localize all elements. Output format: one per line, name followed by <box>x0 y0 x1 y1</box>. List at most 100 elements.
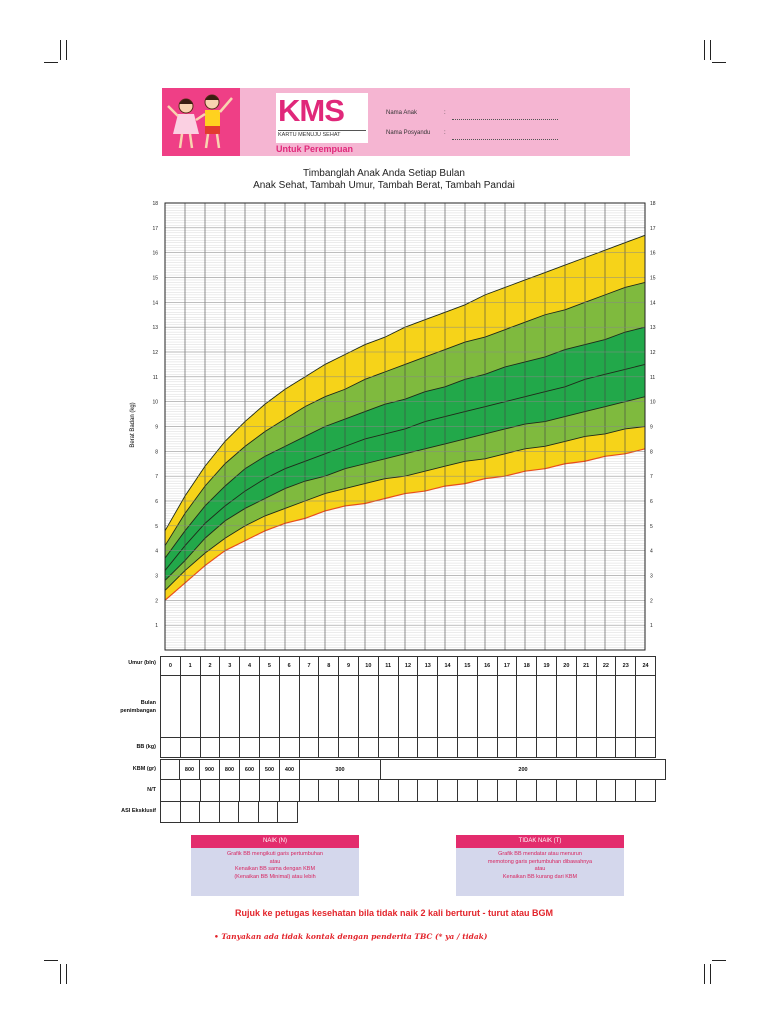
nt-cell[interactable] <box>536 779 557 802</box>
y-tick-label-right: 4 <box>650 549 653 555</box>
bb-cell[interactable] <box>456 737 478 758</box>
nt-cell[interactable] <box>417 779 439 802</box>
bb-cell[interactable] <box>437 737 458 758</box>
nama-anak-field[interactable] <box>452 119 558 120</box>
bulan-cell[interactable] <box>417 675 439 738</box>
bb-cell[interactable] <box>357 737 379 758</box>
nt-cell[interactable] <box>555 779 577 802</box>
bulan-cell[interactable] <box>179 675 201 738</box>
y-axis-label: Berat Badan (kg) <box>130 402 136 447</box>
nt-cell[interactable] <box>278 779 300 802</box>
asi-table <box>160 801 298 823</box>
y-tick-label-right: 8 <box>650 449 653 455</box>
bulan-cell[interactable] <box>278 675 300 738</box>
nt-cell[interactable] <box>615 779 637 802</box>
bb-cell[interactable] <box>536 737 557 758</box>
bulan-cell[interactable] <box>476 675 498 738</box>
asi-cell[interactable] <box>160 801 181 823</box>
bb-cell[interactable] <box>318 737 340 758</box>
bulan-cell[interactable] <box>377 675 399 738</box>
nama-posyandu-field[interactable] <box>452 139 558 140</box>
bulan-cell[interactable] <box>298 675 320 738</box>
nt-cell[interactable] <box>595 779 617 802</box>
bulan-cell[interactable] <box>397 675 419 738</box>
nt-cell[interactable] <box>258 779 280 802</box>
chart-title-line1: Timbanglah Anak Anda Setiap Bulan <box>303 168 465 179</box>
bb-cell[interactable] <box>595 737 617 758</box>
nt-cell[interactable] <box>318 779 340 802</box>
bulan-cell[interactable] <box>160 675 181 738</box>
y-tick-label-left: 4 <box>155 549 158 555</box>
nt-cell[interactable] <box>516 779 538 802</box>
bb-cell[interactable] <box>377 737 399 758</box>
nt-cell[interactable] <box>397 779 419 802</box>
bulan-cell[interactable] <box>456 675 478 738</box>
bulan-cell[interactable] <box>635 675 656 738</box>
crop-mark <box>710 964 711 984</box>
nt-cell[interactable] <box>575 779 597 802</box>
bulan-cell[interactable] <box>555 675 577 738</box>
bb-cell[interactable] <box>635 737 656 758</box>
bb-cell[interactable] <box>258 737 280 758</box>
nt-cell[interactable] <box>635 779 656 802</box>
bb-cell[interactable] <box>397 737 419 758</box>
bulan-cell[interactable] <box>516 675 538 738</box>
bb-cell[interactable] <box>417 737 439 758</box>
bb-cell[interactable] <box>239 737 260 758</box>
bulan-cell[interactable] <box>258 675 280 738</box>
nt-cell[interactable] <box>437 779 458 802</box>
umur-cell: 10 <box>357 656 379 676</box>
asi-cell[interactable] <box>218 801 240 823</box>
bb-cell[interactable] <box>615 737 637 758</box>
bulan-cell[interactable] <box>219 675 241 738</box>
bulan-cell[interactable] <box>357 675 379 738</box>
asi-cell[interactable] <box>238 801 259 823</box>
nt-cell[interactable] <box>219 779 241 802</box>
asi-cell[interactable] <box>277 801 298 823</box>
bb-cell[interactable] <box>575 737 597 758</box>
asi-cell[interactable] <box>179 801 201 823</box>
bulan-cell[interactable] <box>595 675 617 738</box>
bb-cell[interactable] <box>516 737 538 758</box>
bb-cell[interactable] <box>338 737 359 758</box>
nt-cell[interactable] <box>357 779 379 802</box>
bb-cell[interactable] <box>555 737 577 758</box>
bulan-cell[interactable] <box>318 675 340 738</box>
y-tick-label-left: 18 <box>152 201 158 207</box>
bb-cell[interactable] <box>496 737 518 758</box>
bulan-cell[interactable] <box>536 675 557 738</box>
kbm-cell[interactable] <box>160 759 180 780</box>
y-tick-label-left: 2 <box>155 598 158 604</box>
bb-cell[interactable] <box>476 737 498 758</box>
nt-cell[interactable] <box>456 779 478 802</box>
nt-cell[interactable] <box>338 779 359 802</box>
bulan-cell[interactable] <box>199 675 221 738</box>
bulan-cell[interactable] <box>239 675 260 738</box>
umur-cell: 16 <box>476 656 498 676</box>
nt-cell[interactable] <box>239 779 260 802</box>
nt-cell[interactable] <box>298 779 320 802</box>
nt-cell[interactable] <box>496 779 518 802</box>
asi-cell[interactable] <box>199 801 220 823</box>
bb-cell[interactable] <box>199 737 221 758</box>
bb-cell[interactable] <box>160 737 181 758</box>
bulan-cell[interactable] <box>575 675 597 738</box>
nt-cell[interactable] <box>377 779 399 802</box>
bb-cell[interactable] <box>278 737 300 758</box>
bulan-cell[interactable] <box>437 675 458 738</box>
nt-cell[interactable] <box>476 779 498 802</box>
bulan-cell[interactable] <box>338 675 359 738</box>
bulan-cell[interactable] <box>615 675 637 738</box>
bb-cell[interactable] <box>298 737 320 758</box>
bb-cell[interactable] <box>179 737 201 758</box>
nt-cell[interactable] <box>179 779 201 802</box>
nt-cell[interactable] <box>160 779 181 802</box>
bb-cell[interactable] <box>219 737 241 758</box>
kbm-cell: 400 <box>279 759 300 780</box>
asi-cell[interactable] <box>257 801 279 823</box>
umur-row-label: Umur (bln) <box>128 660 156 666</box>
bulan-cell[interactable] <box>496 675 518 738</box>
chart-title-line2: Anak Sehat, Tambah Umur, Tambah Berat, T… <box>253 180 515 191</box>
nt-cell[interactable] <box>199 779 221 802</box>
crop-mark <box>44 960 58 961</box>
